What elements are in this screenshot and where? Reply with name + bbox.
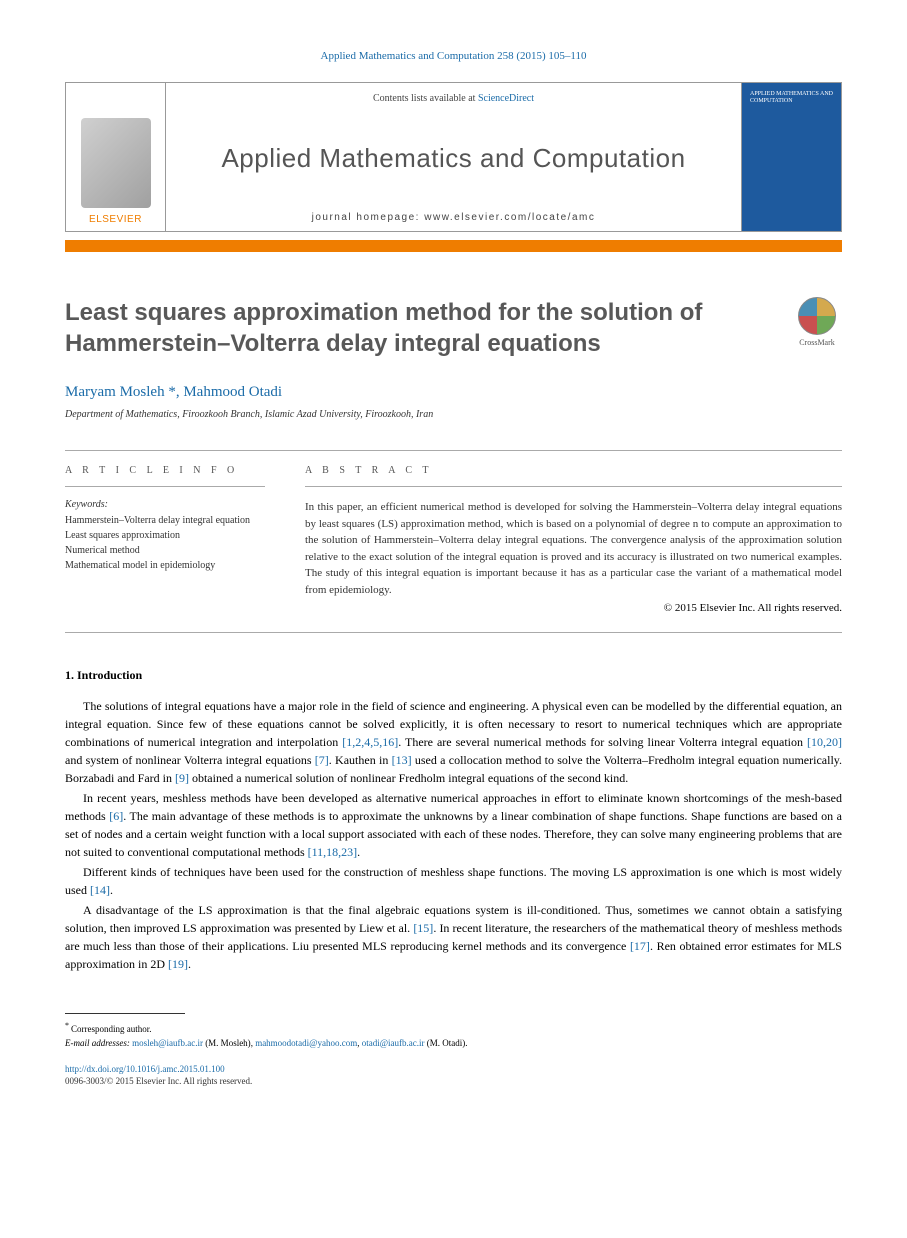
elsevier-logo-cell: ELSEVIER <box>66 83 166 231</box>
abstract-text: In this paper, an efficient numerical me… <box>305 499 842 598</box>
header-center: Contents lists available at ScienceDirec… <box>166 83 741 231</box>
text: . <box>357 845 360 859</box>
email-footnote: E-mail addresses: mosleh@iaufb.ac.ir (M.… <box>65 1037 842 1051</box>
author-name[interactable]: Mahmood Otadi <box>183 384 282 400</box>
section-heading: 1. Introduction <box>65 668 842 683</box>
title-row: Least squares approximation method for t… <box>65 297 842 359</box>
keyword: Hammerstein–Volterra delay integral equa… <box>65 513 265 528</box>
citation-link[interactable]: [19] <box>168 957 188 971</box>
journal-title: Applied Mathematics and Computation <box>221 143 685 174</box>
crossmark-label: CrossMark <box>799 338 835 347</box>
keywords-label: Keywords: <box>65 499 265 510</box>
journal-cover-thumb: APPLIED MATHEMATICS AND COMPUTATION <box>741 83 841 231</box>
abstract-heading: A B S T R A C T <box>305 465 842 487</box>
journal-header: ELSEVIER Contents lists available at Sci… <box>65 82 842 232</box>
text: Different kinds of techniques have been … <box>65 865 842 897</box>
keyword: Least squares approximation <box>65 528 265 543</box>
contents-line: Contents lists available at ScienceDirec… <box>373 93 534 104</box>
authors: Maryam Mosleh *, Mahmood Otadi <box>65 384 842 401</box>
citation-link[interactable]: [10,20] <box>807 735 842 749</box>
citation-link[interactable]: [11,18,23] <box>308 845 358 859</box>
text: . <box>110 883 113 897</box>
email-link[interactable]: otadi@iaufb.ac.ir <box>362 1038 425 1048</box>
journal-reference: Applied Mathematics and Computation 258 … <box>65 50 842 62</box>
text: . There are several numerical methods fo… <box>398 735 807 749</box>
citation-link[interactable]: [15] <box>413 921 433 935</box>
footnote-separator <box>65 1013 185 1014</box>
citation-link[interactable]: [7] <box>315 753 329 767</box>
orange-bar <box>65 240 842 252</box>
crossmark-badge[interactable]: CrossMark <box>792 297 842 347</box>
homepage-line: journal homepage: www.elsevier.com/locat… <box>312 212 596 223</box>
corresponding-text: Corresponding author. <box>71 1024 152 1034</box>
affiliation: Department of Mathematics, Firoozkooh Br… <box>65 409 842 420</box>
body-paragraph: Different kinds of techniques have been … <box>65 863 842 899</box>
body-paragraph: The solutions of integral equations have… <box>65 697 842 787</box>
text: . Kauthen in <box>329 753 392 767</box>
doi-link[interactable]: http://dx.doi.org/10.1016/j.amc.2015.01.… <box>65 1064 842 1074</box>
keyword: Mathematical model in epidemiology <box>65 558 265 573</box>
text: obtained a numerical solution of nonline… <box>189 771 628 785</box>
contents-prefix: Contents lists available at <box>373 93 478 104</box>
email-who: (M. Mosleh) <box>205 1038 251 1048</box>
article-info-column: A R T I C L E I N F O Keywords: Hammerst… <box>65 451 265 614</box>
email-link[interactable]: mahmoodotadi@yahoo.com <box>255 1038 357 1048</box>
homepage-url[interactable]: www.elsevier.com/locate/amc <box>424 212 595 223</box>
corresponding-footnote: * Corresponding author. <box>65 1020 842 1037</box>
article-title: Least squares approximation method for t… <box>65 297 762 359</box>
text: and system of nonlinear Volterra integra… <box>65 753 315 767</box>
page: Applied Mathematics and Computation 258 … <box>0 0 907 1126</box>
sciencedirect-link[interactable]: ScienceDirect <box>478 93 534 104</box>
citation-link[interactable]: [1,2,4,5,16] <box>342 735 398 749</box>
citation-link[interactable]: [14] <box>90 883 110 897</box>
text: . <box>188 957 191 971</box>
abstract-column: A B S T R A C T In this paper, an effici… <box>305 451 842 614</box>
citation-link[interactable]: [9] <box>175 771 189 785</box>
copyright: © 2015 Elsevier Inc. All rights reserved… <box>305 602 842 614</box>
email-label: E-mail addresses: <box>65 1038 130 1048</box>
citation-link[interactable]: [6] <box>109 809 123 823</box>
issn-line: 0096-3003/© 2015 Elsevier Inc. All right… <box>65 1076 842 1086</box>
text: . The main advantage of these methods is… <box>65 809 842 859</box>
citation-link[interactable]: [13] <box>392 753 412 767</box>
body-paragraph: In recent years, meshless methods have b… <box>65 789 842 861</box>
citation-link[interactable]: [17] <box>630 939 650 953</box>
keyword: Numerical method <box>65 543 265 558</box>
author-name[interactable]: Maryam Mosleh <box>65 384 165 400</box>
corresponding-marker: * <box>165 384 176 400</box>
info-abstract-row: A R T I C L E I N F O Keywords: Hammerst… <box>65 450 842 633</box>
article-info-heading: A R T I C L E I N F O <box>65 465 265 487</box>
crossmark-icon <box>798 297 836 335</box>
homepage-prefix: journal homepage: <box>312 212 425 223</box>
elsevier-tree-icon <box>81 118 151 208</box>
email-who: (M. Otadi) <box>427 1038 466 1048</box>
cover-text: APPLIED MATHEMATICS AND COMPUTATION <box>750 91 833 105</box>
email-link[interactable]: mosleh@iaufb.ac.ir <box>132 1038 203 1048</box>
body-paragraph: A disadvantage of the LS approximation i… <box>65 901 842 973</box>
elsevier-label: ELSEVIER <box>89 214 142 225</box>
